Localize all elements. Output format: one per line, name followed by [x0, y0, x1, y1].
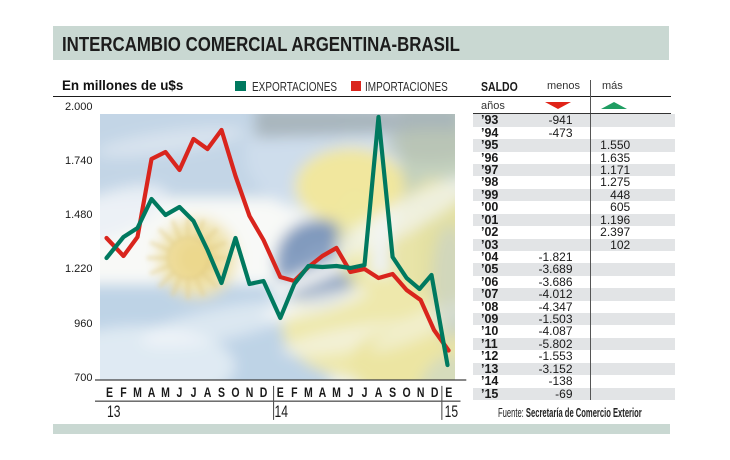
svg-text:N: N	[417, 385, 425, 401]
svg-text:E: E	[277, 385, 284, 401]
svg-text:J: J	[191, 385, 197, 401]
svg-text:14: 14	[274, 403, 287, 421]
svg-text:15: 15	[445, 403, 458, 421]
svg-text:J: J	[177, 385, 183, 401]
svg-text:M: M	[133, 385, 142, 401]
svg-text:J: J	[362, 385, 368, 401]
svg-text:S: S	[218, 385, 225, 401]
svg-text:A: A	[319, 385, 327, 401]
svg-text:D: D	[431, 385, 439, 401]
svg-text:S: S	[389, 385, 396, 401]
svg-text:E: E	[106, 385, 113, 401]
svg-text:J: J	[348, 385, 354, 401]
svg-text:A: A	[148, 385, 156, 401]
svg-text:O: O	[403, 385, 411, 401]
svg-text:M: M	[304, 385, 313, 401]
svg-text:A: A	[375, 385, 383, 401]
svg-text:F: F	[120, 385, 126, 401]
svg-text:13: 13	[107, 403, 120, 421]
svg-text:E: E	[445, 385, 452, 401]
svg-text:F: F	[291, 385, 297, 401]
svg-text:M: M	[161, 385, 170, 401]
svg-text:A: A	[204, 385, 212, 401]
svg-text:O: O	[231, 385, 239, 401]
svg-text:N: N	[246, 385, 254, 401]
svg-text:D: D	[260, 385, 268, 401]
svg-text:M: M	[332, 385, 341, 401]
